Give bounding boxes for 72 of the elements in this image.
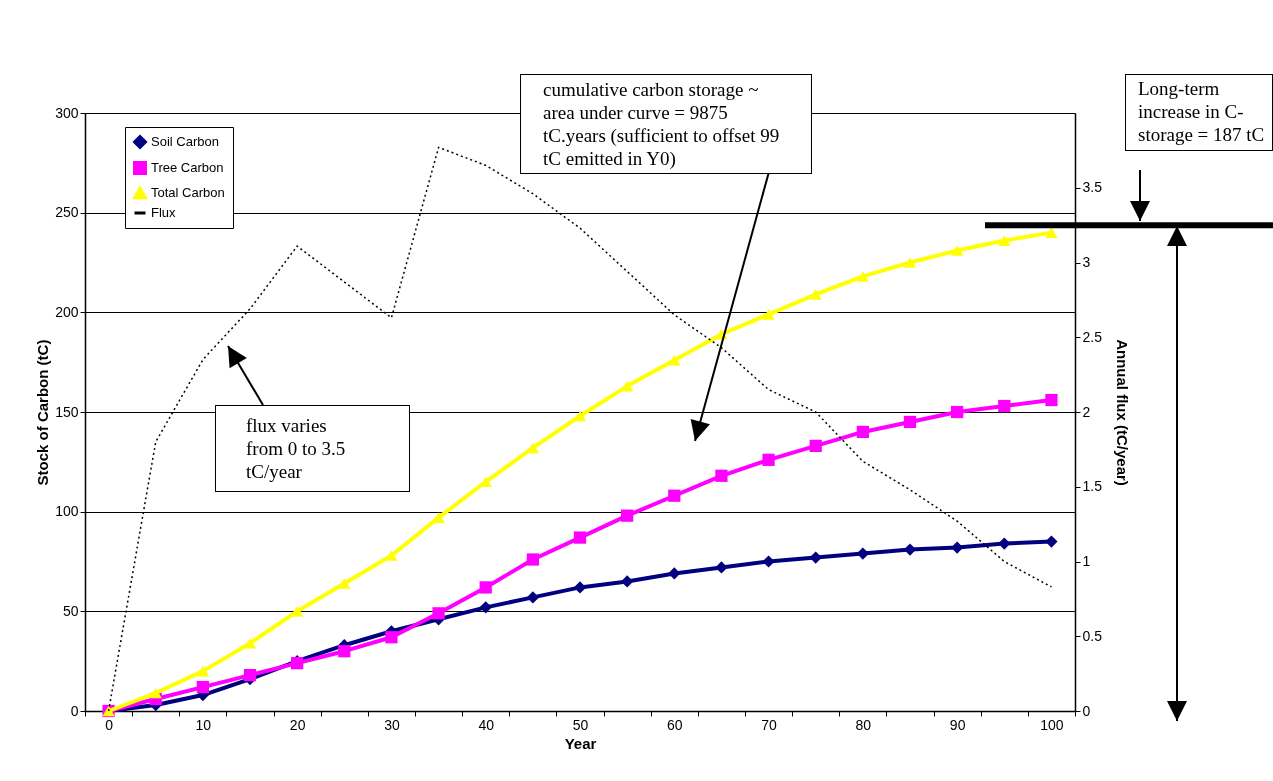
x-tick-label: 60 — [667, 716, 683, 733]
point — [291, 606, 304, 617]
point — [715, 469, 728, 482]
y-tick-label: 100 — [55, 503, 79, 520]
x-tick-label: 20 — [289, 716, 306, 733]
y-axis-title: Stock of Carbon (tC) — [34, 339, 52, 486]
point — [573, 410, 587, 422]
x-tick-label: 50 — [572, 716, 589, 733]
point — [762, 453, 775, 466]
point — [856, 271, 869, 282]
x-axis-title: Year — [564, 734, 597, 752]
x-tick-label: 10 — [195, 716, 212, 733]
point — [338, 645, 351, 658]
x-tick-label: 70 — [761, 716, 778, 733]
y-tick-label: 300 — [55, 104, 79, 121]
point — [526, 553, 539, 566]
legend-label: Total Carbon — [151, 185, 225, 200]
point — [479, 601, 492, 614]
point — [479, 581, 492, 594]
point — [809, 289, 822, 300]
x-tick-label: 30 — [384, 716, 400, 733]
point — [196, 680, 209, 694]
y2-tick-label: 1 — [1082, 553, 1091, 569]
point — [998, 399, 1011, 413]
point — [338, 578, 351, 589]
x-tick-label: 100 — [1040, 716, 1064, 733]
y2-tick-label: 3.5 — [1082, 179, 1103, 196]
x-tick-label: 0 — [105, 716, 114, 733]
y-tick-label: 250 — [55, 204, 79, 221]
point — [243, 637, 257, 649]
point — [573, 531, 587, 544]
y2-tick-label: 0 — [1082, 702, 1091, 719]
point — [903, 257, 917, 268]
y2-axis-title: Annual flux (tC/year) — [1113, 339, 1131, 486]
legend-label: Flux — [151, 205, 177, 220]
y-tick-label: 50 — [62, 602, 79, 619]
y-tick-label: 150 — [55, 403, 79, 420]
text-box: flux varies from 0 to 3.5 tC/year — [215, 405, 410, 492]
y2-tick-label: 0.5 — [1082, 627, 1103, 644]
text-box: cumulative carbon storage ~ area under curve = 9875 tC.years (sufficient to offset 99 tC emitted in Y0) — [520, 74, 812, 174]
point — [809, 439, 822, 453]
point — [1045, 393, 1058, 407]
point — [621, 575, 634, 588]
point — [903, 543, 917, 556]
point — [526, 591, 539, 604]
y2-tick-label: 2 — [1082, 403, 1091, 420]
point — [243, 669, 257, 682]
point — [668, 354, 681, 366]
y2-tick-label: 3 — [1082, 254, 1091, 270]
point — [998, 235, 1011, 246]
legend-label: Soil Carbon — [151, 134, 219, 149]
x-tick-label: 90 — [949, 716, 966, 733]
point — [196, 665, 209, 677]
point — [668, 489, 681, 502]
y2-tick-label: 2.5 — [1082, 328, 1103, 345]
point — [856, 425, 869, 439]
y-tick-label: 0 — [70, 702, 79, 719]
point — [621, 380, 634, 392]
legend-label: Tree Carbon — [151, 160, 224, 175]
x-tick-label: 80 — [855, 716, 872, 733]
point — [668, 567, 681, 580]
point — [573, 581, 587, 594]
x-tick-label: 40 — [478, 716, 495, 733]
text-box: Long-term increase in C-storage = 187 tC — [1125, 74, 1273, 151]
point — [385, 631, 398, 644]
point — [951, 245, 964, 256]
y-tick-label: 200 — [55, 303, 79, 320]
point — [149, 687, 162, 699]
point — [621, 509, 634, 522]
y2-tick-label: 1.5 — [1082, 478, 1103, 495]
point — [951, 405, 964, 419]
point — [903, 415, 917, 429]
